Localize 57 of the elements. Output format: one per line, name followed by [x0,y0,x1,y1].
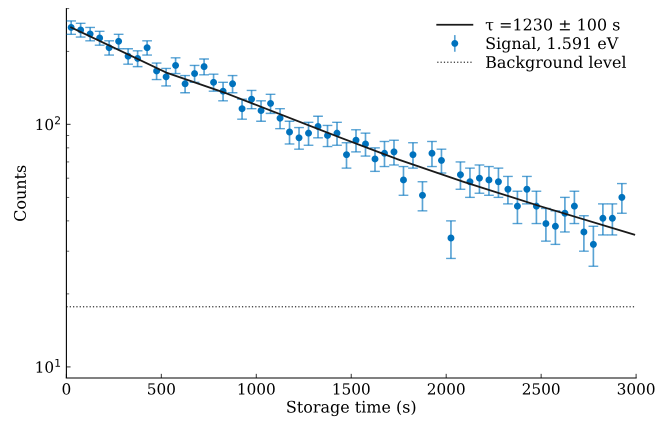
y-axis-title: Counts [14,166,26,221]
x-tick-label: 2000 [428,383,465,395]
point [418,192,426,199]
point [447,234,454,242]
point [372,155,378,162]
x-tick-label: 1500 [334,383,370,395]
point [229,80,236,88]
point [191,70,198,78]
point [115,38,122,45]
point [599,214,606,222]
point [618,194,626,201]
legend-label: Signal, 1.591 eV [486,36,619,53]
point [410,151,416,158]
point [438,156,445,164]
point [428,150,436,157]
point [276,114,284,122]
point [456,171,464,178]
point [523,186,530,193]
point [580,228,588,236]
x-axis-title: Storage time (s) [287,400,416,416]
point [162,73,170,80]
point [476,174,483,182]
point [182,80,189,88]
point [296,134,303,142]
point [352,136,360,144]
point [542,220,550,228]
x-tick-label: 3000 [618,383,655,395]
point [485,176,492,184]
point [494,178,502,186]
point [608,214,616,222]
point [210,78,218,86]
legend-label: τ =1230 ± 100 s [486,18,620,31]
y-tick-label: 10$^{2}$ [36,116,60,130]
point [248,96,256,103]
point [504,186,512,193]
point [238,105,246,112]
point [570,202,578,210]
point [343,151,350,158]
point [200,63,208,70]
x-tick-label: 2500 [522,383,560,395]
point [172,62,180,69]
point [334,130,340,137]
x-tick-label: 0 [62,383,70,395]
point [590,240,597,248]
legend-label: Background level [486,56,626,72]
point [267,100,274,107]
point [552,222,559,230]
point [286,128,294,136]
point [390,148,398,156]
y-tick-label: 10$^{1}$ [36,358,60,373]
point [400,176,407,184]
x-tick-label: 1000 [238,383,275,395]
point [258,107,265,114]
point [144,44,151,52]
point [514,202,521,210]
x-tick-label: 500 [148,383,175,395]
point [305,130,312,137]
